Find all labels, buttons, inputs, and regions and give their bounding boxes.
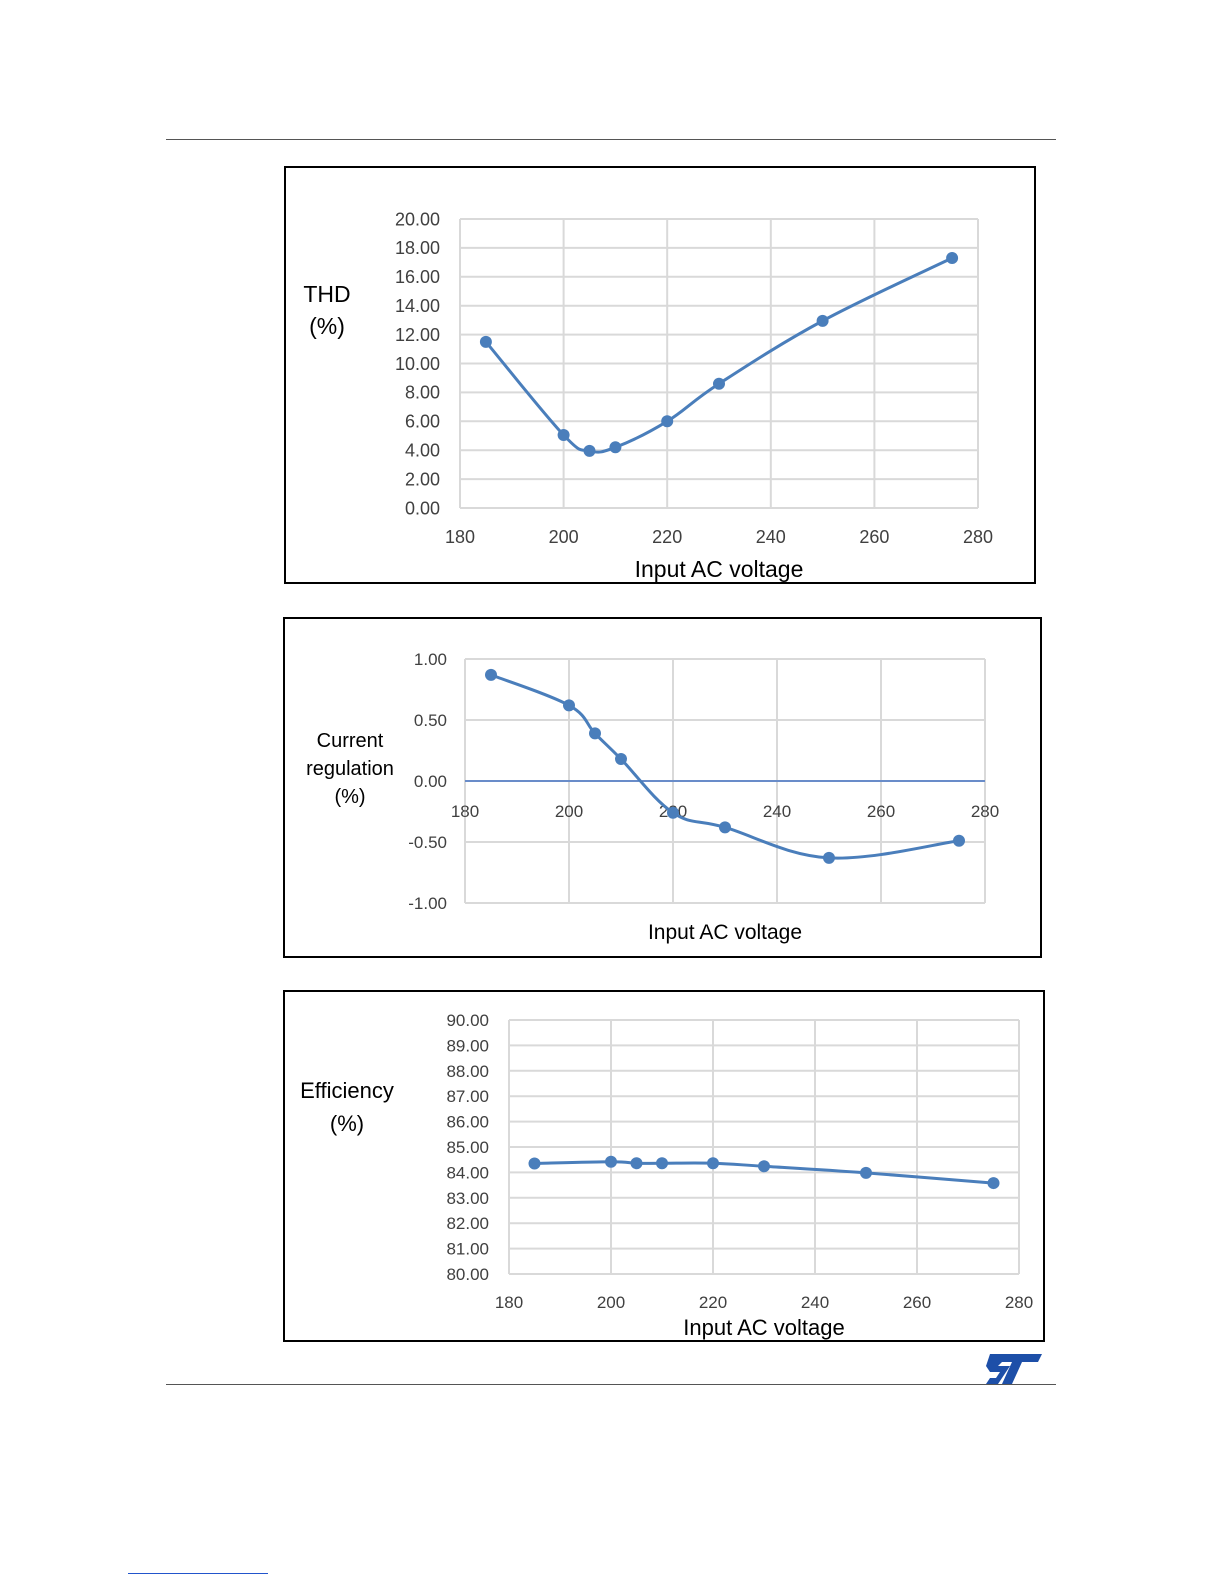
x-tick-label: 280 [1005,1293,1033,1312]
y-tick-label: 82.00 [446,1214,489,1233]
x-tick-label: 280 [971,802,999,821]
x-tick-label: 200 [549,527,579,547]
y-tick-label: -1.00 [408,894,447,913]
data-point [719,821,731,834]
data-point [605,1155,617,1168]
y-tick-label: 87.00 [446,1087,489,1106]
data-point [656,1157,668,1170]
efficiency-chart: Efficiency (%) 80.00 81.00 82.00 83.00 84.00… [283,990,1045,1342]
footer-rule [166,1384,1056,1385]
x-tick-label: 220 [699,1293,727,1312]
y-tick-label: 18.00 [395,238,440,258]
x-tick-label: 240 [801,1293,829,1312]
x-tick-label: 200 [597,1293,625,1312]
x-axis-title: Input AC voltage [683,1315,844,1340]
footer-link-underline [128,1573,268,1574]
y-tick-label: 80.00 [446,1265,489,1284]
y-tick-label: 0.00 [405,498,440,518]
current-regulation-plot: -1.00-0.500.000.501.00180200220240260280… [408,650,999,944]
x-tick-label: 220 [652,527,682,547]
x-tick-label: 240 [756,527,786,547]
y-tick-label: 89.00 [446,1036,489,1055]
data-point [661,415,674,428]
y-axis-title: Current regulation (%) [306,730,394,808]
y-tick-label: -0.50 [408,833,447,852]
y-axis-title: Efficiency (%) [300,1078,394,1136]
data-point [557,429,570,442]
x-tick-label: 180 [495,1293,523,1312]
data-point [860,1166,872,1179]
y-tick-label: 16.00 [395,267,440,287]
y-tick-label: 10.00 [395,354,440,374]
thd-plot: 0.00 2.00 4.00 6.00 8.00 10.00 12.00 14.00 16.00… [395,209,993,582]
data-point [583,444,596,457]
y-tick-label: 2.00 [405,469,440,489]
data-point [615,753,627,766]
y-tick-label: 0.00 [414,772,447,791]
data-point [609,441,622,454]
data-point [946,252,959,265]
y-tick-label: 88.00 [446,1062,489,1081]
data-point [707,1157,719,1170]
y-tick-label: 83.00 [446,1189,489,1208]
data-point [479,335,492,348]
efficiency-plot: 80.00 81.00 82.00 83.00 84.00 85.00 86.00 87.00… [446,1011,1033,1340]
y-tick-label: 81.00 [446,1240,489,1259]
x-tick-label: 240 [763,802,791,821]
data-point [485,668,497,681]
gridlines [459,218,979,509]
series-line [484,256,953,454]
current-regulation-chart: Current regulation (%) -1.00 -0.50 0.00 0.5… [283,617,1042,958]
y-tick-label: 1.00 [414,650,447,669]
x-tick-label: 180 [445,527,475,547]
data-point [667,806,679,819]
y-tick-label: 14.00 [395,296,440,316]
st-logo-icon [986,1354,1042,1384]
x-tick-label: 260 [903,1293,931,1312]
y-tick-label: 90.00 [446,1011,489,1030]
data-point [589,727,601,740]
x-tick-label: 260 [859,527,889,547]
y-tick-label: 20.00 [395,209,440,229]
data-point [528,1157,541,1170]
y-tick-label: 0.50 [414,711,447,730]
y-tick-label: 12.00 [395,325,440,345]
y-axis-title: THD (%) [303,281,351,339]
x-tick-label: 280 [963,527,993,547]
thd-chart: THD (%) 0.00 2.00 4.00 6.00 8.00 10.00 12.00 14… [284,166,1036,584]
y-tick-label: 85.00 [446,1138,489,1157]
gridlines [508,1019,1020,1275]
data-point [953,834,965,847]
data-point [816,314,829,327]
data-point [823,851,835,864]
header-rule [166,139,1056,140]
data-point [563,699,575,712]
x-tick-label: 260 [867,802,895,821]
x-tick-label: 200 [555,802,583,821]
y-tick-label: 8.00 [405,383,440,403]
x-axis-title: Input AC voltage [635,556,804,582]
x-axis-title: Input AC voltage [648,921,802,944]
y-tick-label: 4.00 [405,441,440,461]
data-point [713,377,725,390]
y-tick-label: 86.00 [446,1113,489,1132]
x-tick-label: 180 [451,802,479,821]
data-point [758,1160,770,1173]
y-tick-label: 6.00 [405,412,440,432]
data-point [987,1177,1000,1190]
y-tick-label: 84.00 [446,1163,489,1182]
data-point [630,1157,643,1170]
